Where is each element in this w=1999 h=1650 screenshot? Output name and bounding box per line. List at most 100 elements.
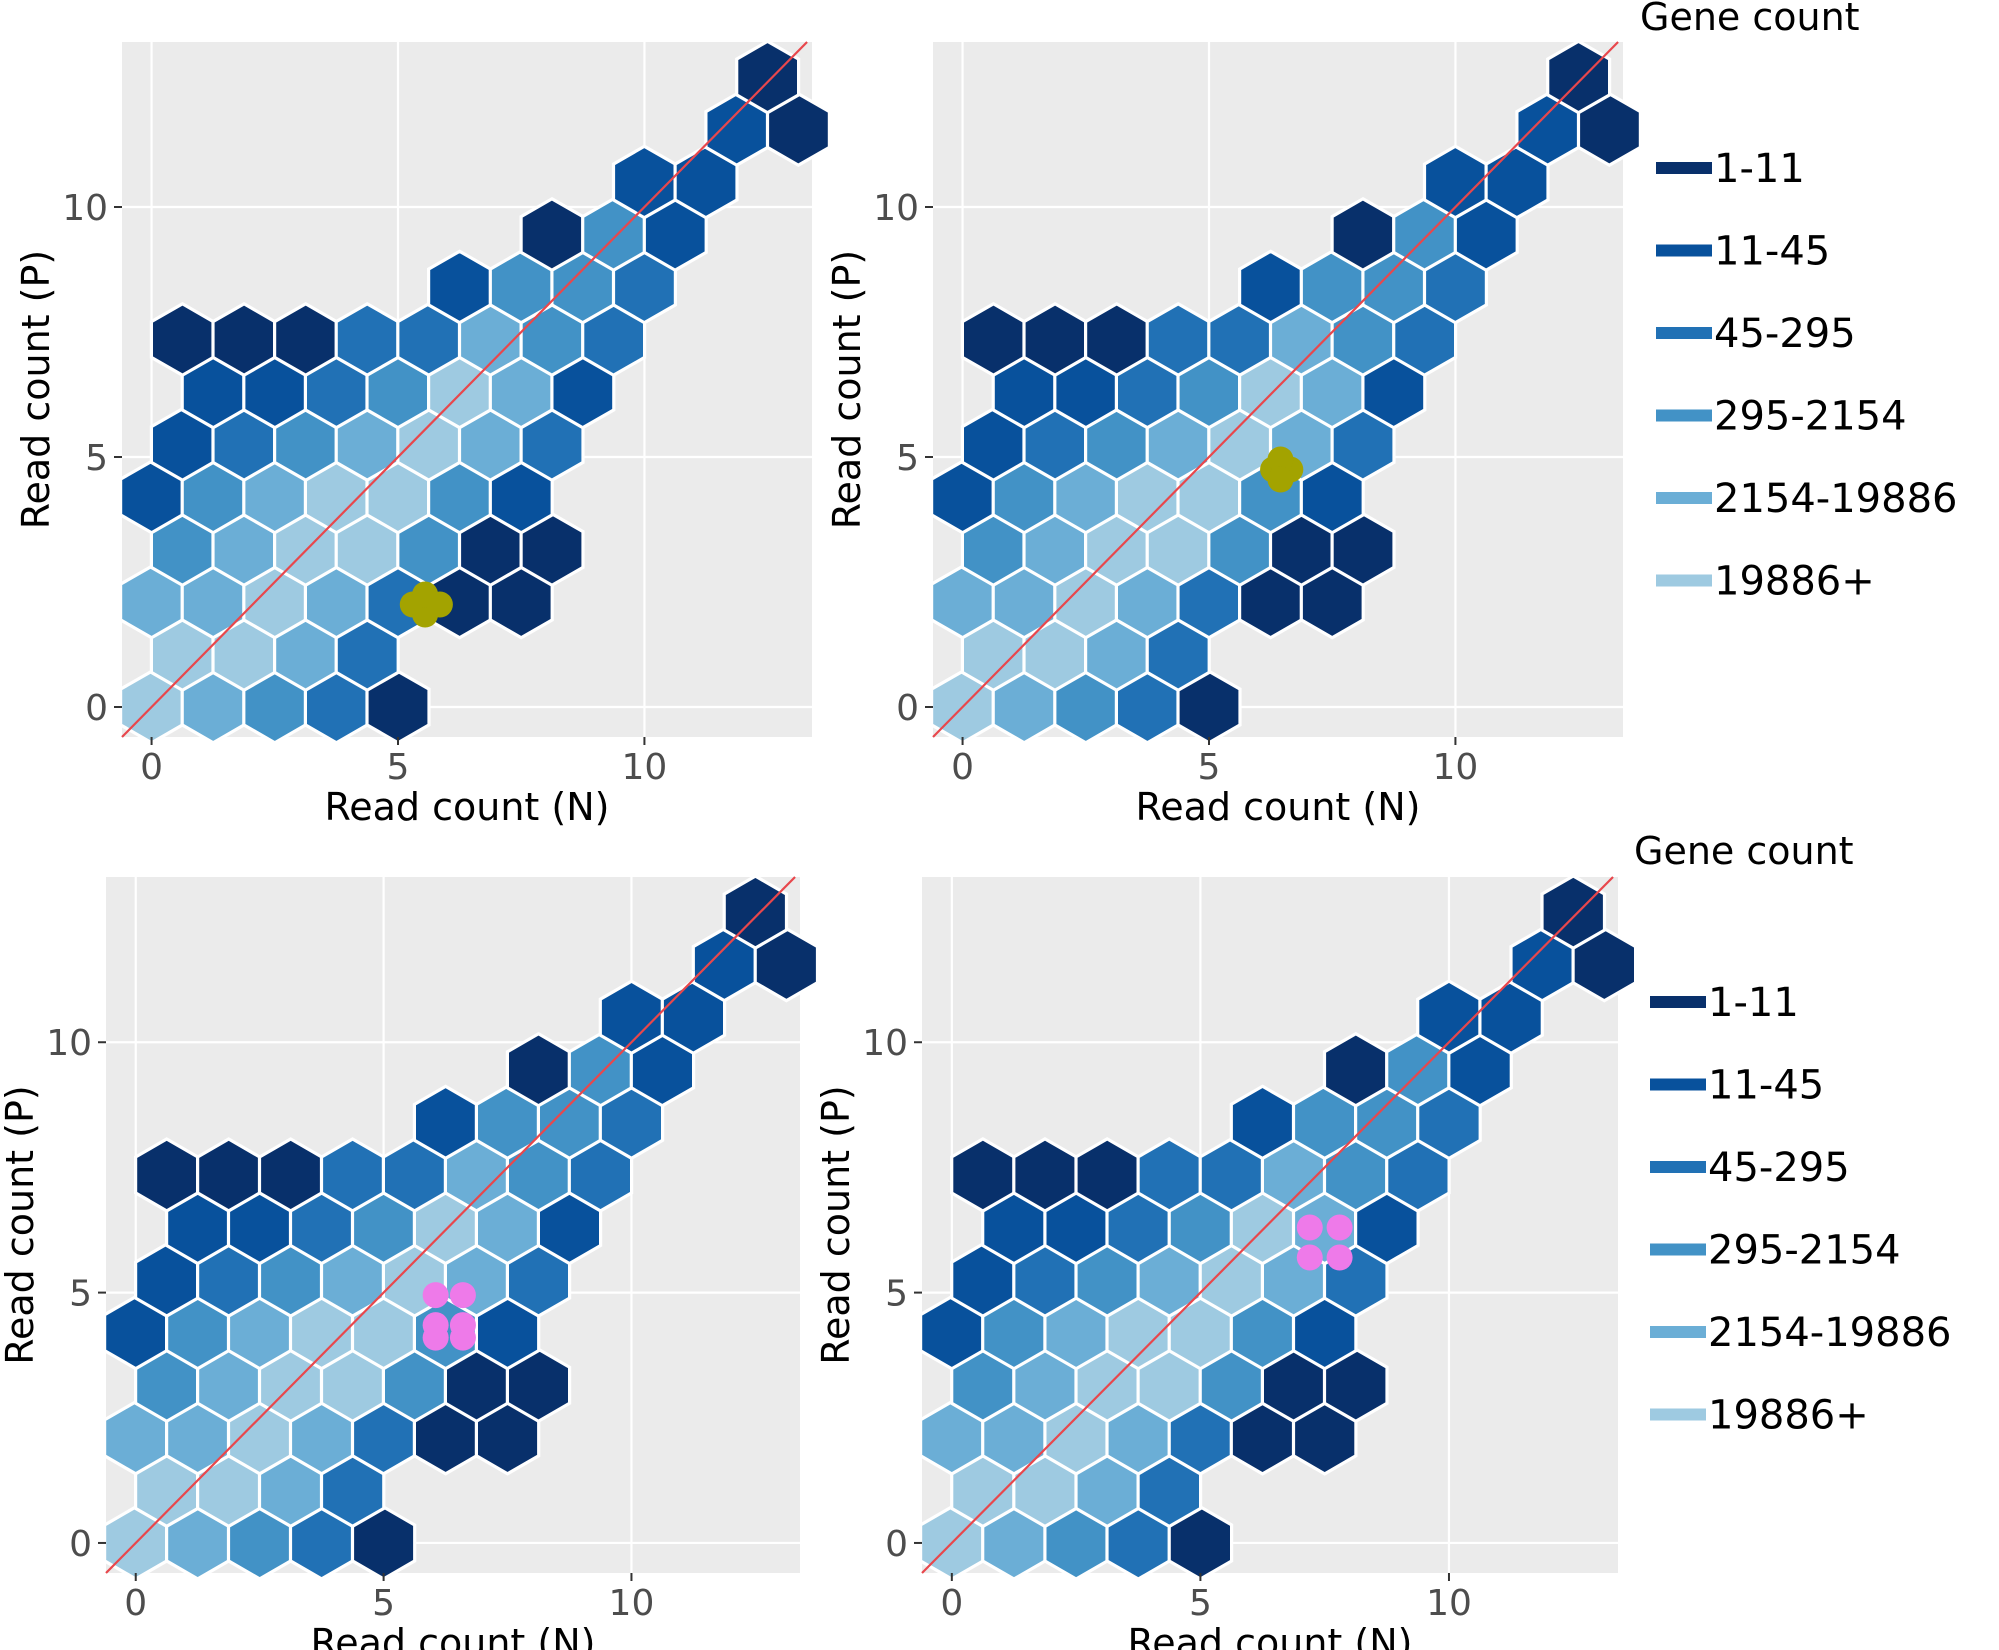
legend-title: Gene count (1634, 829, 1854, 873)
highlight-point (449, 1282, 476, 1309)
legend-swatch (1656, 574, 1712, 587)
x-tick-label: 5 (1198, 747, 1221, 788)
x-axis-title: Read count (N) (311, 1621, 596, 1650)
y-tick-label: 5 (85, 438, 108, 479)
y-tick-label: 10 (46, 1023, 92, 1064)
hex-bin (196, 1137, 262, 1213)
x-tick-label: 5 (372, 1583, 395, 1624)
legend-label: 1-11 (1714, 146, 1805, 192)
legend-bottom: Gene count 1-11 11-45 45-295 295-2154 2154-19… (1634, 829, 1951, 1439)
reference-line-y-equals-x (921, 876, 1614, 1574)
x-axis-title: Read count (N) (1136, 785, 1421, 829)
y-tick-label: 0 (896, 688, 919, 729)
legend-top: Gene count 1-11 11-45 45-295 295-2154 2154-19… (1640, 0, 1957, 605)
plot-bottom-right: 0 5 10 0 5 10 Read count (N) Read count (P) (814, 874, 1638, 1650)
hex-bin (1012, 1137, 1078, 1213)
x-tick-label: 10 (1433, 747, 1479, 788)
legend-swatch (1650, 1161, 1706, 1173)
legend-label: 45-295 (1708, 1145, 1850, 1191)
legend-swatch (1650, 996, 1706, 1008)
hex-bin (1546, 39, 1612, 115)
hex-bin (735, 39, 801, 115)
x-tick-label: 5 (387, 747, 410, 788)
hex-bin (1145, 301, 1211, 378)
hex-bin (134, 1137, 200, 1213)
hex-bin (319, 1137, 386, 1213)
hex-bin (505, 1031, 572, 1108)
x-axis-title: Read count (N) (325, 785, 610, 829)
hex-bin (960, 301, 1026, 378)
hex-bin (722, 874, 789, 950)
y-tick-label: 0 (85, 688, 108, 729)
legend-label: 19886+ (1708, 1393, 1869, 1439)
y-axis-title: Read count (P) (14, 250, 58, 529)
highlight-point (412, 601, 439, 628)
legend-label: 45-295 (1714, 311, 1856, 357)
legend-label: 11-45 (1708, 1063, 1824, 1109)
legend-label: 295-2154 (1714, 394, 1907, 440)
hex-bin (149, 301, 215, 378)
highlight-point (449, 1324, 476, 1351)
y-tick-label: 0 (885, 1524, 908, 1565)
x-tick-label: 10 (1426, 1583, 1472, 1624)
legend-swatch (1650, 1326, 1706, 1338)
x-tick-label: 10 (622, 747, 668, 788)
legend-title: Gene count (1640, 0, 1860, 39)
x-tick-label: 0 (140, 747, 163, 788)
highlight-point (1326, 1244, 1353, 1271)
hex-bin (1229, 1084, 1296, 1161)
y-tick-label: 5 (69, 1274, 92, 1315)
hex-bin (1540, 874, 1607, 950)
reference-line-y-equals-x (121, 41, 808, 738)
hex-bin (427, 249, 493, 325)
hex-bin (1022, 301, 1088, 378)
x-tick-label: 0 (124, 1583, 147, 1624)
plot-top-left: 0 5 10 0 5 10 Read count (N) Read count (P) (14, 39, 832, 829)
x-tick-label: 0 (951, 747, 974, 788)
highlight-point (412, 581, 439, 608)
legend-swatch (1656, 244, 1712, 257)
legend-label: 2154-19886 (1714, 476, 1957, 522)
hex-bin (1136, 1137, 1203, 1213)
y-axis-title: Read count (P) (825, 250, 869, 529)
hex-bin (334, 301, 400, 378)
legend-label: 295-2154 (1708, 1228, 1901, 1274)
hex-bin (257, 1137, 324, 1213)
legend-swatch (1650, 1078, 1706, 1091)
hex-bin (1237, 249, 1304, 325)
y-tick-label: 5 (885, 1274, 908, 1315)
reference-line-y-equals-x (932, 41, 1619, 738)
legend-swatch (1650, 1243, 1706, 1256)
y-tick-label: 10 (62, 188, 108, 229)
x-tick-label: 0 (940, 1583, 963, 1624)
highlight-point (1267, 446, 1294, 473)
x-tick-label: 5 (1189, 1583, 1212, 1624)
y-tick-label: 10 (873, 188, 919, 229)
plot-top-right: 0 5 10 0 5 10 Read count (N) Read count (P) (825, 39, 1643, 829)
legend-label: 11-45 (1714, 229, 1830, 275)
legend-swatch (1656, 409, 1712, 422)
y-tick-label: 0 (69, 1524, 92, 1565)
x-axis-title: Read count (N) (1128, 1621, 1413, 1650)
plot-bottom-left: 0 5 10 0 5 10 Read count (N) Read count (P) (0, 874, 820, 1650)
highlight-point (1326, 1214, 1353, 1241)
hex-bin (273, 301, 339, 378)
y-tick-label: 10 (862, 1023, 908, 1064)
highlight-point (422, 1324, 449, 1351)
hex-bin (1322, 1031, 1389, 1108)
x-tick-label: 10 (609, 1583, 655, 1624)
legend-label: 2154-19886 (1708, 1310, 1951, 1356)
legend-swatch (1650, 1408, 1706, 1421)
hex-bin (412, 1084, 479, 1161)
reference-line-y-equals-x (105, 876, 796, 1574)
hex-bin (1330, 196, 1396, 273)
y-axis-title: Read count (P) (814, 1085, 858, 1364)
legend-swatch (1656, 162, 1712, 174)
hex-bin (211, 301, 277, 378)
highlight-point (1296, 1214, 1323, 1241)
highlight-point (422, 1282, 449, 1309)
legend-swatch (1656, 327, 1712, 339)
y-axis-title: Read count (P) (0, 1085, 42, 1364)
hex-bin (1083, 301, 1150, 378)
highlight-point (1267, 466, 1294, 493)
